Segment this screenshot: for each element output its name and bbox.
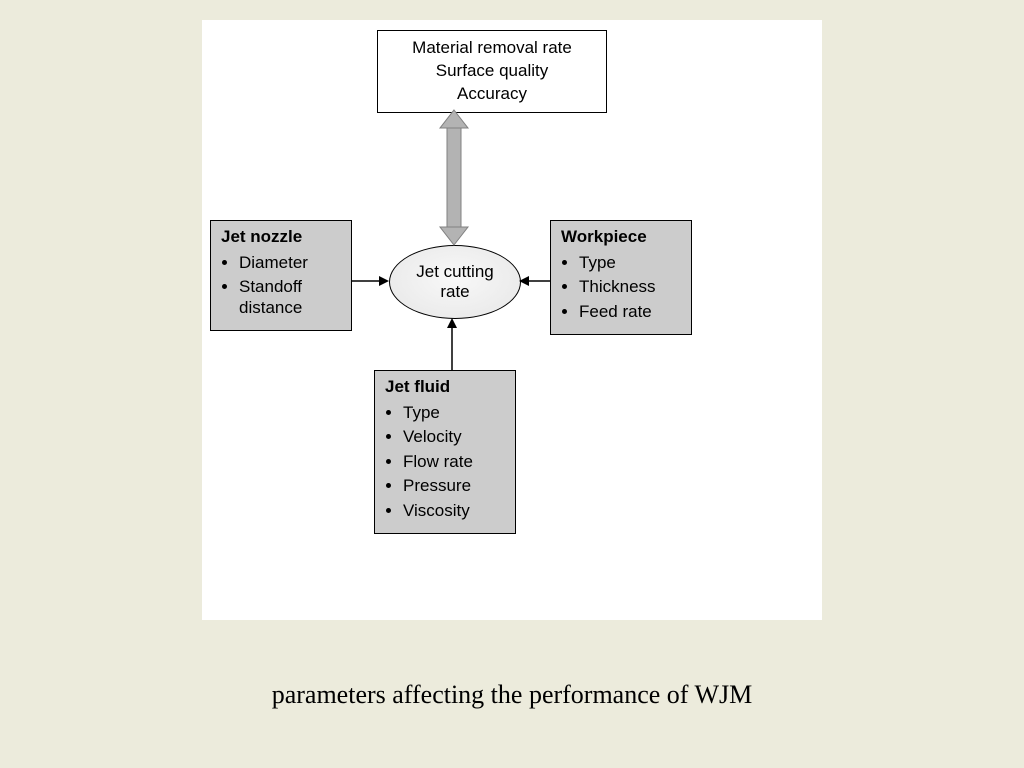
left-arrow-icon [352,276,389,286]
diagram-canvas: Material removal rate Surface quality Ac… [202,20,822,620]
outputs-line1: Material removal rate [386,37,598,60]
jet-fluid-title: Jet fluid [375,371,515,399]
jet-nozzle-item: Standoff distance [239,277,341,318]
center-line1: Jet cutting [416,262,494,282]
jet-fluid-item: Viscosity [403,501,505,521]
workpiece-item: Type [579,253,681,273]
outputs-box: Material removal rate Surface quality Ac… [377,30,607,113]
jet-fluid-box: Jet fluid Type Velocity Flow rate Pressu… [374,370,516,534]
center-ellipse: Jet cutting rate [389,245,521,319]
jet-fluid-item: Velocity [403,427,505,447]
workpiece-item: Feed rate [579,302,681,322]
workpiece-item: Thickness [579,277,681,297]
double-arrow-icon [440,110,468,245]
jet-nozzle-box: Jet nozzle Diameter Standoff distance [210,220,352,331]
outputs-line2: Surface quality [386,60,598,83]
jet-fluid-item: Flow rate [403,452,505,472]
outputs-line3: Accuracy [386,83,598,106]
jet-fluid-item: Type [403,403,505,423]
bottom-arrow-icon [447,318,457,370]
jet-fluid-item: Pressure [403,476,505,496]
workpiece-title: Workpiece [551,221,691,249]
figure-caption: parameters affecting the performance of … [0,680,1024,710]
center-line2: rate [416,282,494,302]
right-arrow-icon [519,276,550,286]
workpiece-box: Workpiece Type Thickness Feed rate [550,220,692,335]
jet-nozzle-item: Diameter [239,253,341,273]
jet-nozzle-title: Jet nozzle [211,221,351,249]
